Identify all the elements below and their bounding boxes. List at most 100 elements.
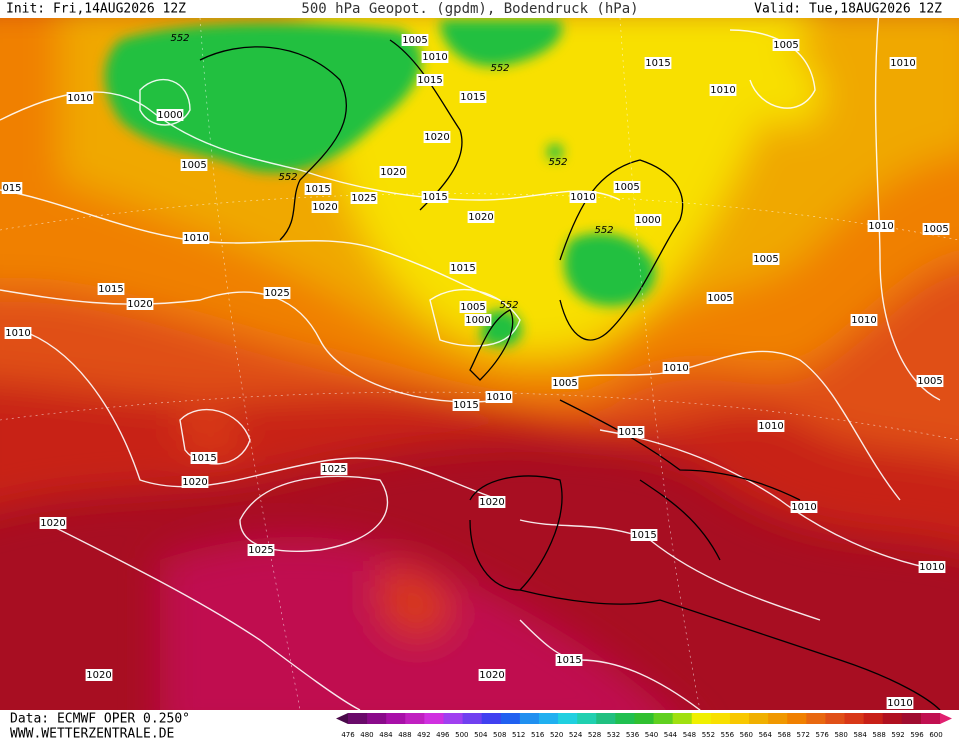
colorbar-swatch (462, 713, 483, 724)
label-box (478, 496, 506, 508)
label-box (97, 283, 125, 295)
pressure-label: 1015 (191, 453, 216, 464)
pressure-label: 1005 (773, 40, 798, 51)
colorbar-label: 576 (816, 731, 830, 739)
colorbar-label: 572 (797, 731, 810, 739)
pressure-label: 1000 (465, 315, 490, 326)
height-label: 552 (499, 300, 518, 311)
init-time: Init: Fri,14AUG2026 12Z (6, 2, 186, 17)
pressure-label: 1010 (851, 315, 876, 326)
colorbar-swatch (920, 713, 941, 724)
label-box (182, 232, 210, 244)
colorbar-swatch (596, 713, 616, 724)
label-box (569, 191, 597, 203)
colorbar-swatch (749, 713, 769, 724)
pressure-label: 1005 (181, 160, 206, 171)
pressure-label: 1015 (460, 92, 485, 103)
height-label: 552 (490, 63, 509, 74)
label-box (4, 327, 32, 339)
label-box (421, 51, 449, 63)
pressure-label: 1010 (67, 93, 92, 104)
label-box (617, 426, 645, 438)
pressure-label: 1010 (486, 392, 511, 403)
colorbar-swatch (825, 713, 846, 724)
label-box (916, 375, 944, 387)
colorbar-arrow-low (336, 713, 348, 724)
pressure-label: 1010 (710, 85, 735, 96)
label-box (126, 298, 154, 310)
colorbar-label: 496 (436, 731, 450, 739)
label-box (180, 159, 208, 171)
colorbar-label: 568 (778, 731, 791, 739)
label-box (478, 669, 506, 681)
colorbar-swatch (710, 713, 731, 724)
label-box (459, 91, 487, 103)
label-box (752, 253, 780, 265)
data-source: Data: ECMWF OPER 0.250° (10, 712, 190, 727)
label-box (706, 292, 734, 304)
valid-time: Valid: Tue,18AUG2026 12Z (754, 2, 942, 17)
pressure-label: 1005 (753, 254, 778, 265)
colorbar-arrow-high (940, 713, 952, 724)
label-box (247, 544, 275, 556)
label-box (634, 214, 662, 226)
colorbar-label: 528 (588, 731, 601, 739)
colorbar-label: 600 (929, 731, 942, 739)
label-box (85, 669, 113, 681)
pressure-label: 015 (2, 183, 21, 194)
pressure-label: 1015 (417, 75, 442, 86)
pressure-label: 1020 (86, 670, 111, 681)
pressure-label: 1010 (183, 233, 208, 244)
pressure-label: 1005 (917, 376, 942, 387)
pressure-label: 1010 (887, 698, 912, 709)
pressure-label: 1015 (618, 427, 643, 438)
pressure-label: 1000 (157, 110, 182, 121)
pressure-label: 1015 (98, 284, 123, 295)
label-box (401, 34, 429, 46)
colorbar-label: 540 (645, 731, 658, 739)
pressure-label: 1020 (127, 299, 152, 310)
pressure-label: 1010 (890, 58, 915, 69)
label-box (464, 314, 492, 326)
label-box (867, 220, 895, 232)
colorbar-label: 512 (512, 731, 525, 739)
pressure-label: 1020 (479, 670, 504, 681)
colorbar-swatch (558, 713, 578, 724)
colorbar-label: 532 (607, 731, 620, 739)
pressure-label: 1020 (468, 212, 493, 223)
coastlines (199, 39, 941, 710)
colorbar-label: 596 (910, 731, 924, 739)
colorbar: 476 480 484 488 492 496 500 504 508 512 516 520 524 5… (336, 713, 952, 739)
colorbar-label: 524 (569, 731, 583, 739)
colorbar-swatch (634, 713, 655, 724)
label-box (311, 201, 339, 213)
label-box (320, 463, 348, 475)
colorbar-swatch (424, 713, 444, 724)
pressure-label: 1025 (321, 464, 346, 475)
label-box (613, 181, 641, 193)
colorbar-label: 552 (702, 731, 715, 739)
label-box (379, 166, 407, 178)
label-box (452, 399, 480, 411)
colorbar-swatch (863, 713, 884, 724)
colorbar-label: 536 (626, 731, 640, 739)
colorbar-label: 484 (379, 731, 393, 739)
colorbar-label: 588 (872, 731, 885, 739)
pressure-label: 1005 (460, 302, 485, 313)
height-label: 552 (594, 225, 613, 236)
pressure-label: 1005 (923, 224, 948, 235)
label-box (709, 84, 737, 96)
pressure-label: 1020 (479, 497, 504, 508)
colorbar-swatch (500, 713, 521, 724)
colorbar-swatch (615, 713, 635, 724)
colorbar-swatch (787, 713, 807, 724)
colorbar-swatch (768, 713, 788, 724)
label-box (459, 301, 487, 313)
colorbar-label: 520 (550, 731, 563, 739)
colorbar-swatch (653, 713, 674, 724)
colorbar-swatch (672, 713, 693, 724)
label-box (304, 183, 332, 195)
